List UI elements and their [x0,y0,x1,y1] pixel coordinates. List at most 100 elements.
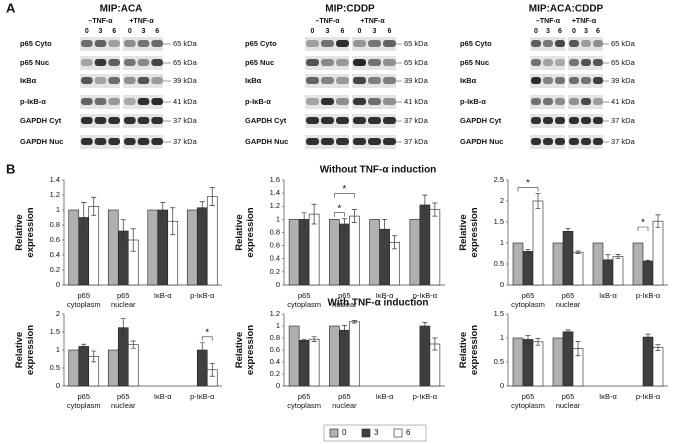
x-tick-label: p65 cytoplasm [287,392,321,410]
bar [196,207,208,286]
blot-band [124,59,136,66]
bar [532,200,544,286]
blot-band [108,77,120,84]
y-tick-label: 1.2 [270,201,280,210]
row-label: p65 Nuc [245,58,274,67]
blot-band [81,40,93,47]
bar [522,339,534,387]
bar [288,325,300,387]
x-tick-label: IκB-α [599,392,617,401]
blot-band [137,117,150,124]
error-bar [655,344,661,351]
group-label: –TNF-α [536,18,561,25]
kda-label: 65 kDa [611,39,636,48]
blot-band [151,40,163,47]
x-tick-label: p65 cytoplasm [511,392,545,410]
y-tick-label: 0 [56,381,60,390]
blot-band [306,59,319,66]
group-label: –TNF-α [88,18,113,25]
y-tick-label: 1.5 [494,309,504,318]
y-axis-label: Relativeexpression [14,207,36,257]
blot-band [321,40,334,47]
y-tick-label: 2 [56,309,60,318]
blot-band [555,77,565,84]
x-tick-label: IκB-α [376,291,394,300]
blot-band [353,59,366,66]
group-label: +TNF-α [360,18,385,25]
error-bar [422,322,428,330]
blot-band [321,98,334,105]
blot-band [353,138,366,145]
bar [592,242,604,286]
x-tick-label: p-IκB-α [413,392,438,401]
blot-title: MIP:ACA [100,4,143,15]
blot-band [353,98,366,105]
legend-swatch [393,428,403,438]
error-bar [575,341,581,357]
bar [329,219,340,286]
x-tick-label: p65 cytoplasm [511,291,545,309]
y-axis-label: Relativeexpression [458,207,480,257]
time-label: 0 [128,28,132,35]
kda-label: 65 kDa [173,58,198,67]
legend-label: 0 [342,428,347,437]
blot-band [81,98,93,105]
blot-band [124,117,136,124]
blot-band [368,117,381,124]
blot-band [368,40,381,47]
bar [288,219,300,286]
x-tick-label: p65 cytoplasm [287,291,321,309]
bar [369,219,380,286]
blot-band [531,138,541,145]
error-bar [351,209,357,224]
legend-label: 3 [374,428,379,437]
y-tick-label: 2 [500,196,504,205]
blot-band [555,138,565,145]
blot-band [151,77,163,84]
y-tick-label: 1.6 [270,175,280,184]
error-bar [432,202,438,217]
time-label: 6 [388,28,392,35]
blot-band [531,59,541,66]
y-tick-label: 1 [56,205,60,214]
error-bar [120,318,126,338]
row-label: p-IκB-α [460,97,486,106]
bar [572,251,584,286]
significance-bracket [334,212,345,217]
bar [78,346,90,387]
time-label: 6 [112,28,116,35]
blot-band [569,59,579,66]
blot-band [593,98,603,105]
error-bar [81,343,87,349]
blot-band [581,138,591,145]
blot-band [555,98,565,105]
time-label: 6 [341,28,345,35]
row-label: IκBα [245,76,262,85]
blot-band [94,98,107,105]
time-label: 6 [155,28,159,35]
time-label: 0 [85,28,89,35]
blot-band [151,138,163,145]
y-tick-label: 0.5 [50,363,60,372]
blot-band [108,59,120,66]
error-bar [209,362,215,377]
panel-label: A [6,0,16,15]
blot-band [108,117,120,124]
error-bar [209,187,215,206]
x-tick-label: p65 nuclear [332,291,357,309]
blot-band [593,40,603,47]
row-label: GAPDH Nuc [245,137,288,146]
error-bar [655,214,661,228]
row-label: GAPDH Cyt [460,116,502,125]
kda-label: 65 kDa [404,39,429,48]
error-bar [525,335,531,344]
blot-band [321,117,334,124]
blot-band [581,117,591,124]
blot-band [593,117,603,124]
x-tick-label: p-IκB-α [413,291,438,300]
y-tick-label: 0.4 [270,254,280,263]
blot-band [383,138,396,145]
x-tick-label: p65 cytoplasm [67,392,101,410]
time-label: 0 [534,28,538,35]
bar [642,260,654,286]
